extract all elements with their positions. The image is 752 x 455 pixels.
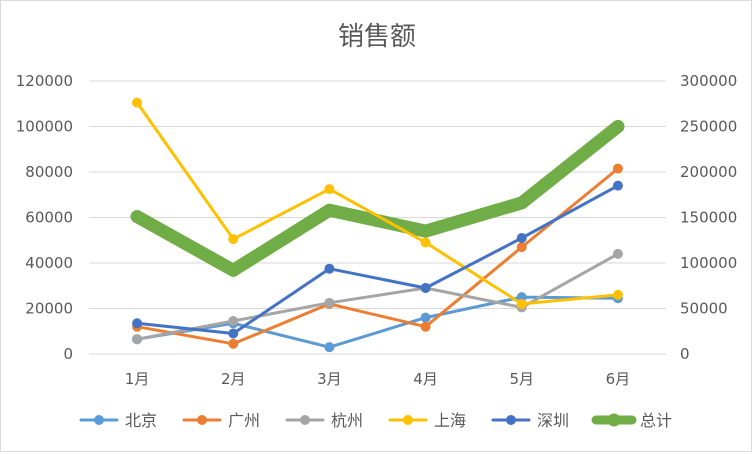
legend-item: 杭州 [285,411,363,430]
data-point [516,232,527,243]
x-axis-ticks: 1月 2月 3月 4月 5月 6月 [125,370,630,388]
left-y-tick-label: 60000 [25,209,73,227]
series-line [135,184,620,335]
legend-swatch-marker [403,415,413,425]
legend-item: 深圳 [491,411,569,430]
right-y-tick-label: 50000 [680,300,728,318]
legend-label: 杭州 [331,411,363,430]
x-tick-label: 3月 [317,370,342,388]
x-tick-label: 6月 [606,370,631,388]
legend-swatch-marker [607,413,621,427]
data-point [516,242,527,253]
left-y-tick-label: 40000 [25,254,73,272]
data-point [324,297,335,308]
left-y-tick-label: 120000 [16,72,73,90]
legend-label: 总计 [640,411,672,430]
right-y-tick-label: 250000 [680,118,737,136]
data-point [228,338,239,349]
series-line [132,180,623,339]
series-layer [130,97,625,353]
legend-label: 北京 [125,411,157,430]
right-axis-ticks: 0 50000 100000 150000 200000 250000 300000 [680,72,737,363]
data-point [132,318,143,329]
data-point [612,289,623,300]
data-point [612,163,623,174]
x-tick-label: 2月 [221,370,246,388]
data-point [420,237,431,248]
x-tick-label: 1月 [125,370,150,388]
series-line [130,120,625,277]
data-point [324,342,335,353]
left-y-tick-label: 100000 [16,118,73,136]
series-line [132,97,623,309]
legend-swatch-marker [506,415,516,425]
left-y-tick-label: 80000 [25,163,73,181]
legend-swatch-marker [197,415,207,425]
series-line [135,252,620,341]
left-axis-ticks: 0 20000 40000 60000 80000 100000 120000 [16,72,73,363]
series-line [135,101,620,306]
right-y-tick-label: 300000 [680,72,737,90]
data-point [228,234,239,245]
data-point [226,263,240,277]
legend-item: 广州 [182,411,260,430]
data-point [420,283,431,294]
data-point [130,210,144,224]
x-tick-label: 5月 [509,370,534,388]
legend-label: 广州 [228,411,260,430]
legend-swatch-marker [94,415,104,425]
data-point [419,224,433,238]
data-point [228,316,239,327]
data-point [611,120,625,133]
legend-label: 上海 [434,411,466,430]
x-tick-label: 4月 [413,370,438,388]
data-point [420,312,431,323]
right-y-tick-label: 150000 [680,209,737,227]
data-point [132,97,143,108]
data-point [324,184,335,195]
right-y-tick-label: 200000 [680,163,737,181]
legend-item: 上海 [388,411,466,430]
chart-title: 销售额 [338,22,416,52]
left-y-tick-label: 20000 [25,300,73,318]
data-point [612,180,623,191]
legend-item: 北京 [79,411,157,430]
right-y-tick-label: 100000 [680,254,737,272]
right-y-tick-label: 0 [680,345,690,363]
series-total [130,120,625,277]
legend-swatch-marker [300,415,310,425]
data-point [132,334,143,345]
data-point [324,263,335,274]
left-y-tick-label: 0 [63,345,73,363]
legend-item: 总计 [591,411,672,430]
data-point [515,196,529,210]
data-point [228,328,239,339]
data-point [420,321,431,332]
data-point [322,203,336,217]
legend-label: 深圳 [537,411,569,430]
data-point [612,248,623,259]
series-line [135,167,620,346]
legend: 北京 广州 杭州 上海 深圳 总计 [79,411,672,430]
data-point [516,298,527,309]
